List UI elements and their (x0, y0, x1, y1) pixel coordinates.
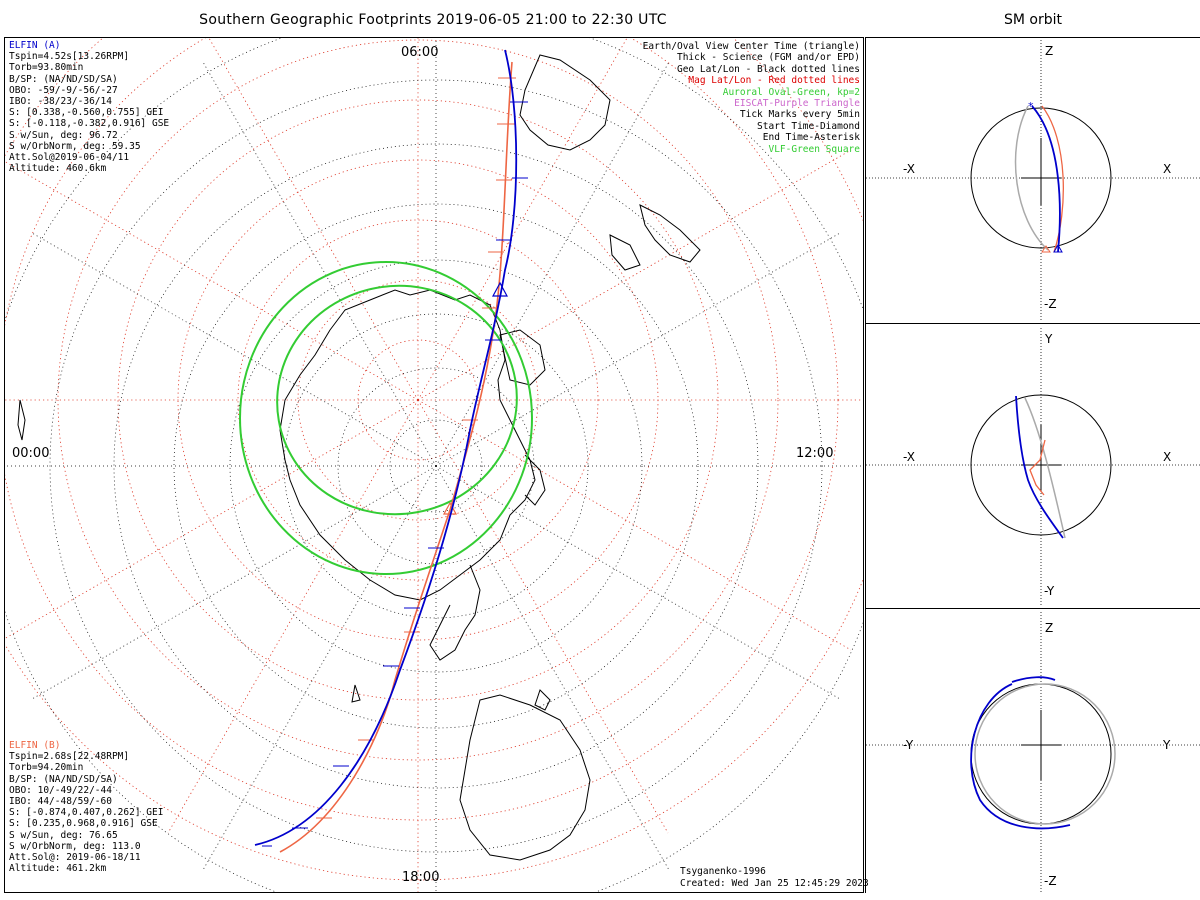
sm3-label-left: -Y (903, 738, 914, 752)
sm-orbit-frame (865, 37, 1200, 893)
elfin-a-line: OBO: -59/-9/-56/-27 (9, 84, 118, 96)
sm-panel-divider-1 (865, 323, 1200, 324)
legend-item: Thick - Science (FGM and/or EPD) (676, 52, 860, 64)
sm-panel-xy (866, 328, 1200, 605)
legend-item: Geo Lat/Lon - Black dotted lines (676, 63, 860, 75)
svg-text:*: * (1028, 100, 1034, 113)
sm-orbit-title: SM orbit (1003, 12, 1062, 28)
elfin-b-name: ELFIN (B) (9, 740, 61, 751)
sm1-label-bottom: -Z (1044, 297, 1057, 311)
elfin-a-line: S: [0.338,-0.560,0.755] GEI (9, 107, 164, 119)
elfin-b-line: OBO: 10/-49/22/-44 (9, 784, 112, 796)
created-timestamp: Created: Wed Jan 25 12:45:29 2023 (680, 878, 869, 889)
sm2-label-right: X (1163, 450, 1172, 464)
legend-item: End Time-Asterisk (762, 132, 860, 144)
sm1-label-top: Z (1045, 44, 1054, 58)
sm1-label-right: X (1163, 162, 1172, 176)
legend-item: Earth/Oval View Center Time (triangle) (642, 41, 860, 52)
elfin-b-line: Tspin=2.68s[22.48RPM] (9, 751, 130, 763)
sm2-label-left: -X (903, 450, 915, 464)
elfin-a-track (254, 49, 528, 847)
mag-lon-grid (5, 38, 863, 892)
elfin-b-line: S: [0.235,0.968,0.916] GSE (9, 818, 158, 830)
sm-panel-yz (866, 612, 1200, 892)
main-title: Southern Geographic Footprints 2019-06-0… (199, 12, 667, 28)
mlt-label-bottom: 18:00 (402, 870, 440, 885)
geo-lon-grid (5, 38, 863, 892)
elfin-b-line: IBO: 44/-48/59/-60 (9, 796, 112, 808)
legend-item: VLF-Green Square (768, 143, 860, 155)
legend: Earth/Oval View Center Time (triangle) T… (643, 41, 860, 155)
elfin-b-info: ELFIN (B) Tspin=2.68s[22.48RPM] Torb=94.… (9, 740, 163, 874)
elfin-b-line: Torb=94.20min (9, 762, 84, 774)
elfin-b-line: B/SP: (NA/ND/SD/SA) (9, 773, 118, 785)
model-credit: Tsyganenko-1996 (680, 866, 766, 877)
elfin-a-name: ELFIN (A) (9, 40, 61, 51)
elfin-a-line: Tspin=4.52s[13.26RPM] (9, 51, 130, 63)
elfin-b-line: S w/Sun, deg: 76.65 (9, 829, 118, 841)
elfin-b-line: Att.Sol@: 2019-06-18/11 (9, 852, 141, 864)
elfin-a-line: S w/Sun, deg: 96.72 (9, 129, 118, 141)
elfin-b-line: S w/OrbNorm, deg: 113.0 (9, 840, 141, 852)
sm-panel-xz: * (866, 40, 1200, 320)
sm1-label-left: -X (903, 162, 915, 176)
elfin-a-line: IBO: -38/23/-36/14 (9, 96, 112, 108)
auroral-oval (239, 261, 533, 575)
elfin-a-line: S w/OrbNorm, deg: 59.35 (9, 140, 141, 152)
elfin-a-info: ELFIN (A) Tspin=4.52s[13.26RPM] Torb=93.… (9, 40, 169, 174)
legend-item: Mag Lat/Lon - Red dotted lines (688, 75, 860, 87)
elfin-a-line: Altitude: 460.6km (9, 163, 107, 175)
legend-item: Tick Marks every 5min (739, 109, 860, 121)
elfin-a-line: Torb=93.80min (9, 62, 84, 74)
mlt-label-right: 12:00 (796, 446, 834, 461)
elfin-a-line: Att.Sol@2019-06-04/11 (9, 152, 130, 164)
coastlines (17, 54, 701, 861)
sm-panel-divider-2 (865, 608, 1200, 609)
sm3-label-top: Z (1045, 621, 1054, 635)
elfin-a-line: B/SP: (NA/ND/SD/SA) (9, 73, 118, 85)
sm2-label-top: Y (1045, 332, 1053, 346)
mlt-label-top: 06:00 (401, 45, 439, 60)
sm2-label-bottom: -Y (1044, 584, 1055, 598)
sm3-label-right: Y (1163, 738, 1171, 752)
mlt-label-left: 00:00 (12, 446, 50, 461)
footprint-map-frame (4, 37, 864, 893)
legend-item: EISCAT-Purple Triangle (734, 98, 860, 110)
elfin-b-line: Altitude: 461.2km (9, 863, 107, 875)
elfin-a-line: S: [-0.118,-0.382,0.916] GSE (9, 118, 170, 130)
legend-item: Start Time-Diamond (757, 120, 860, 132)
sm3-label-bottom: -Z (1044, 874, 1057, 888)
legend-item: Auroral Oval-Green, kp=2 (722, 86, 860, 98)
elfin-b-line: S: [-0.874,0.407,0.262] GEI (9, 807, 164, 819)
